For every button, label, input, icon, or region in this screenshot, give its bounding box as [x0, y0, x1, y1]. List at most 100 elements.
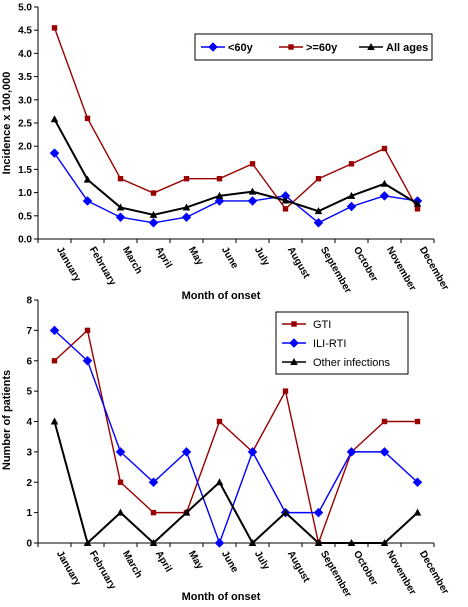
- data-point: [51, 25, 58, 31]
- x-tick-label: May: [186, 549, 205, 572]
- y-tick-label: 3.0: [18, 95, 32, 106]
- data-point: [150, 190, 157, 196]
- data-point: [117, 479, 124, 485]
- y-tick-label: 8: [26, 296, 32, 307]
- y-tick-label: 4.5: [18, 26, 32, 37]
- x-tick-label: February: [87, 549, 118, 592]
- data-point: [282, 206, 289, 212]
- data-point: [380, 539, 389, 546]
- series-line: [53, 152, 418, 224]
- data-point: [83, 175, 92, 183]
- y-tick-label: 2.5: [18, 119, 32, 130]
- legend-swatch-marker: [291, 321, 297, 327]
- y-tick-label: 5: [26, 387, 32, 398]
- x-tick-label: March: [120, 549, 144, 580]
- y-tick-label: 7: [26, 326, 32, 337]
- data-point: [347, 191, 356, 199]
- data-point: [247, 196, 258, 206]
- data-point: [148, 217, 159, 228]
- data-point: [116, 203, 125, 211]
- y-tick-label: 6: [26, 356, 32, 367]
- series-3: [50, 115, 422, 218]
- data-point: [149, 210, 158, 218]
- series-line: [53, 421, 419, 545]
- data-point: [183, 175, 190, 182]
- data-point: [84, 327, 91, 334]
- y-tick-label: 0.0: [18, 235, 32, 246]
- data-point: [51, 358, 58, 364]
- series-line: [53, 27, 419, 210]
- data-point: [413, 508, 422, 516]
- data-point: [115, 447, 126, 457]
- data-point: [82, 355, 93, 366]
- x-tick-label: June: [219, 245, 240, 271]
- series-line: [54, 329, 418, 546]
- y-tick-label: 5.0: [18, 3, 32, 14]
- data-point: [413, 199, 422, 207]
- y-tick-label: 2.0: [18, 142, 32, 153]
- x-tick-label: October: [351, 245, 380, 284]
- data-point: [381, 145, 388, 152]
- data-point: [49, 325, 60, 336]
- y-axis-title: Number of patients: [1, 370, 13, 470]
- data-point: [182, 508, 191, 516]
- series-2: [49, 325, 423, 548]
- data-point: [281, 508, 290, 516]
- x-tick-label: August: [285, 245, 312, 281]
- data-point: [49, 148, 60, 159]
- y-tick-label: 0: [26, 539, 32, 550]
- data-point: [380, 179, 389, 187]
- data-point: [82, 196, 93, 206]
- legend-swatch-marker: [290, 358, 298, 365]
- data-point: [214, 538, 225, 548]
- x-tick-label: March: [120, 245, 144, 276]
- data-point: [414, 206, 421, 212]
- data-point: [50, 115, 59, 123]
- data-point: [314, 207, 323, 215]
- series-line: [53, 118, 419, 216]
- data-point: [346, 447, 357, 457]
- data-point: [381, 418, 388, 425]
- x-tick-label: February: [87, 245, 118, 288]
- x-tick-label: November: [384, 549, 418, 597]
- data-point: [282, 388, 289, 394]
- data-point: [116, 508, 125, 516]
- x-tick-label: December: [417, 245, 451, 292]
- data-point: [315, 175, 322, 182]
- data-point: [249, 161, 256, 167]
- data-point: [314, 539, 323, 546]
- y-tick-label: 3.5: [18, 72, 32, 83]
- data-point: [216, 418, 223, 425]
- x-tick-label: December: [417, 549, 451, 596]
- data-point: [379, 190, 390, 201]
- data-point: [313, 217, 324, 228]
- data-point: [347, 539, 356, 546]
- data-point: [248, 539, 257, 546]
- series-3: [50, 417, 422, 546]
- data-point: [412, 477, 423, 488]
- data-point: [181, 447, 192, 457]
- chart-panel-1: 0.0 0.5 1.0 1.5 2.0 2.5 3.0 3.5 4.0 4.5 5.0 January…: [1, 3, 451, 303]
- legend-label: >=60y: [306, 42, 338, 54]
- data-point: [149, 539, 158, 546]
- y-tick-label: 1: [26, 508, 32, 519]
- data-point: [215, 478, 224, 486]
- data-point: [248, 187, 257, 195]
- x-tick-label: July: [252, 549, 272, 572]
- x-tick-label: September: [318, 549, 353, 599]
- data-point: [148, 477, 159, 488]
- data-point: [150, 509, 157, 516]
- data-point: [414, 418, 421, 425]
- x-tick-label: August: [285, 549, 312, 585]
- y-tick-label: 4: [26, 417, 32, 428]
- x-tick-label: November: [384, 245, 418, 293]
- x-axis-title: Month of onset: [182, 290, 261, 302]
- legend-box: [194, 33, 433, 61]
- data-point: [182, 203, 191, 211]
- legend-label: Other infections: [313, 357, 391, 369]
- legend: GTI ILI-RTI Other infections: [275, 311, 409, 375]
- x-tick-label: April: [153, 245, 174, 270]
- data-point: [379, 447, 390, 457]
- x-tick-label: June: [219, 549, 240, 575]
